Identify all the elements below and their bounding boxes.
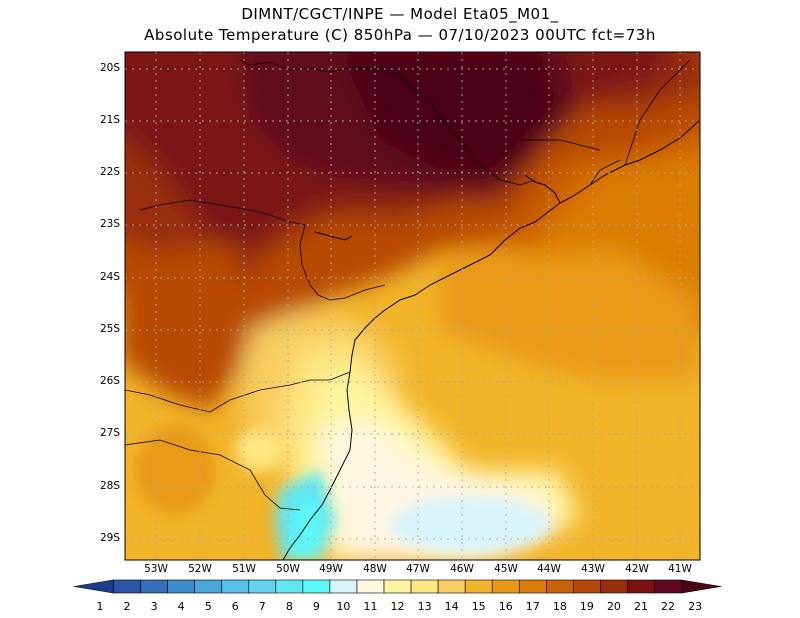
colorbar-label: 13 <box>417 600 432 613</box>
colorbar-swatch <box>248 579 277 594</box>
colorbar-label: 20 <box>606 600 621 613</box>
chart-title-line2: Absolute Temperature (C) 850hPa — 07/10/… <box>144 26 656 44</box>
colorbar-swatch <box>627 579 655 594</box>
lon-label: 51W <box>232 563 256 575</box>
lat-label: 25S <box>100 323 121 335</box>
colorbar-swatch <box>600 579 628 594</box>
colorbar-swatch <box>546 579 574 594</box>
state-borders <box>125 59 691 511</box>
lon-label: 53W <box>144 563 168 575</box>
colorbar-label: 11 <box>363 600 378 613</box>
colorbar-swatch <box>329 579 358 594</box>
lat-label: 20S <box>100 62 121 74</box>
lon-label: 42W <box>625 563 649 575</box>
colorbar-swatch <box>573 579 601 594</box>
lon-label: 41W <box>668 563 692 575</box>
lat-label: 21S <box>100 114 121 126</box>
colorbar-label: 9 <box>312 600 320 613</box>
lon-label: 48W <box>363 563 387 575</box>
lat-label: 24S <box>100 271 121 283</box>
colorbar-swatch <box>491 579 520 594</box>
colorbar-swatch <box>464 579 493 594</box>
colorbar-label: 7 <box>258 600 266 613</box>
field-west-17 <box>135 425 215 515</box>
colorbar-swatch <box>113 579 141 594</box>
colorbar-label: 19 <box>579 600 594 613</box>
lon-label: 49W <box>319 563 343 575</box>
colorbar-swatch <box>140 579 168 594</box>
colorbar-label: 14 <box>444 600 459 613</box>
plot-frame <box>124 51 701 561</box>
field-cold-10 <box>290 500 325 560</box>
colorbar-swatch <box>302 579 331 594</box>
lon-label: 50W <box>276 563 300 575</box>
lat-label: 22S <box>100 166 121 178</box>
lat-label: 28S <box>100 480 121 492</box>
lon-label: 44W <box>537 563 561 575</box>
field-core <box>340 52 560 170</box>
colorbar-label: 5 <box>204 600 212 613</box>
colorbar-label: 21 <box>634 600 648 613</box>
colorbar-swatch <box>437 579 466 594</box>
field-west-14 <box>235 428 285 472</box>
colorbar-swatch <box>383 579 412 594</box>
colorbar-label: 6 <box>231 600 239 613</box>
colorbar-swatch <box>518 579 547 594</box>
colorbar-swatch <box>654 579 682 594</box>
lon-label: 47W <box>406 563 430 575</box>
lat-label: 23S <box>100 218 121 230</box>
colorbar-label: 10 <box>336 600 351 613</box>
lon-label: 43W <box>581 563 605 575</box>
colorbar-swatch <box>194 579 223 594</box>
colorbar-swatch <box>356 579 385 594</box>
colorbar-label: 8 <box>285 600 293 613</box>
colorbar-swatch <box>275 579 304 594</box>
colorbar-label: 22 <box>661 600 676 613</box>
lon-label: 45W <box>494 563 518 575</box>
graticule <box>125 52 700 560</box>
colorbar-swatch <box>167 579 195 594</box>
colorbar-label: 3 <box>150 600 158 613</box>
lon-label: 52W <box>188 563 212 575</box>
colorbar-label: 23 <box>688 600 703 613</box>
colorbar-label: 15 <box>471 600 486 613</box>
lat-label: 26S <box>100 375 121 387</box>
coastline <box>282 119 700 560</box>
lat-label: 29S <box>100 532 121 544</box>
colorbar-label: 18 <box>552 600 567 613</box>
colorbar-label: 1 <box>96 600 104 613</box>
colorbar-label: 17 <box>525 600 540 613</box>
lat-label: 27S <box>100 427 121 439</box>
colorbar-label: 4 <box>177 600 185 613</box>
chart-title-line1: DIMNT/CGCT/INPE — Model Eta05_M01_ <box>241 5 559 23</box>
colorbar-swatch <box>73 579 114 594</box>
colorbar-label: 12 <box>390 600 405 613</box>
colorbar-label: 2 <box>123 600 131 613</box>
colorbar-swatch <box>410 579 439 594</box>
lon-label: 46W <box>450 563 474 575</box>
colorbar-swatch <box>221 579 250 594</box>
field-east-17 <box>440 250 700 380</box>
colorbar-swatch <box>681 579 722 594</box>
colorbar-label: 16 <box>498 600 513 613</box>
